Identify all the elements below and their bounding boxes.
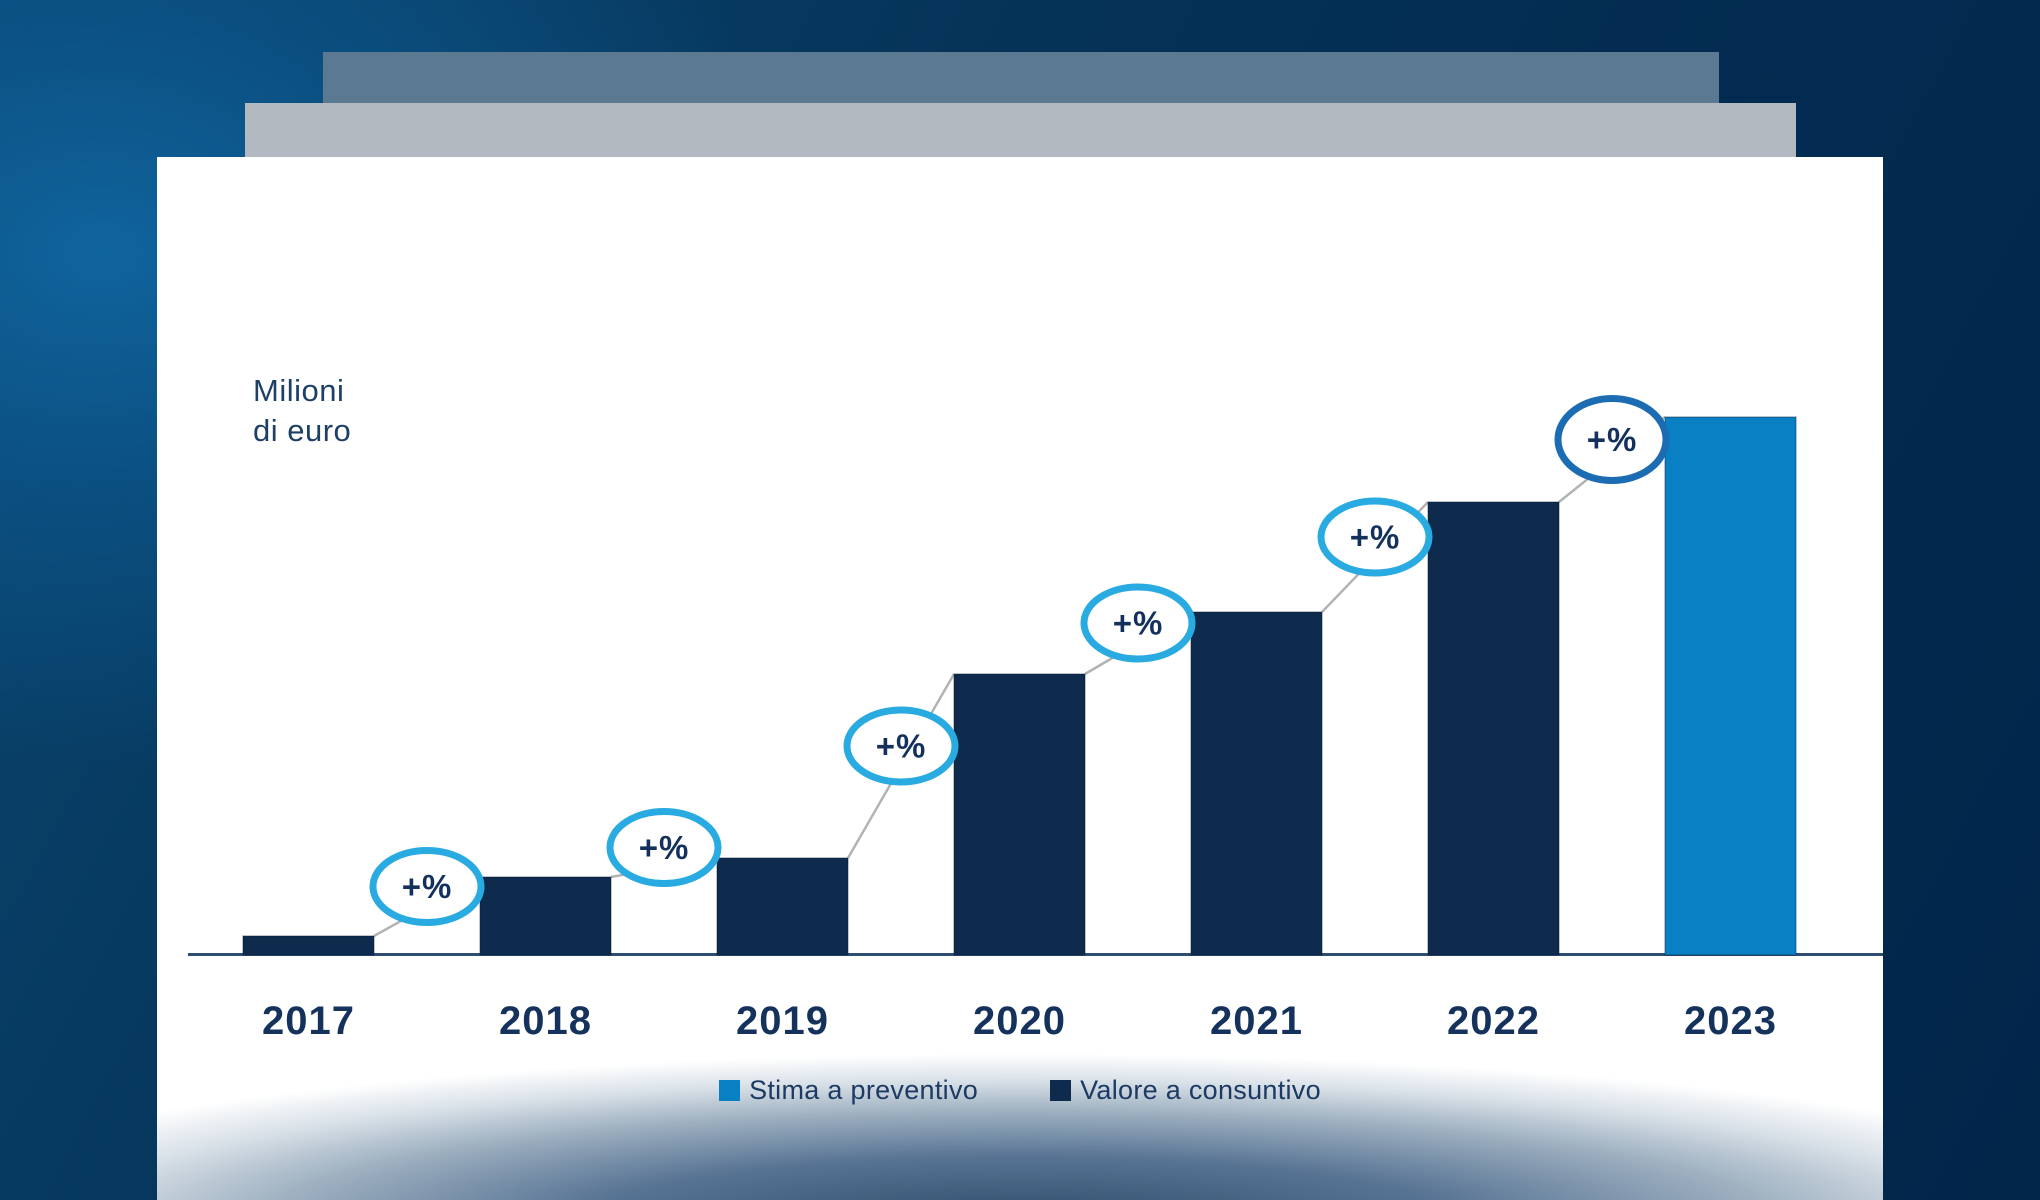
legend-label-actual: Valore a consuntivo bbox=[1080, 1075, 1321, 1105]
growth-badge-2019-2020: +% bbox=[843, 706, 959, 786]
growth-badge-label: +% bbox=[639, 829, 690, 866]
legend-swatch-actual bbox=[1050, 1080, 1072, 1101]
slide-card: Milioni di euro +% +% +% +% +% +% 2017 2018 201… bbox=[157, 157, 1883, 1200]
legend-item-actual: Valore a consuntivo bbox=[1050, 1075, 1321, 1106]
y-axis-unit-line-1: Milioni bbox=[253, 373, 345, 408]
y-axis-unit-line-2: di euro bbox=[253, 413, 352, 448]
bar-2018 bbox=[479, 876, 612, 956]
bar-2023 bbox=[1664, 416, 1797, 956]
growth-badge-label: +% bbox=[1113, 605, 1164, 642]
x-label-2022: 2022 bbox=[1447, 999, 1540, 1043]
growth-badge-2021-2022: +% bbox=[1317, 497, 1433, 577]
bar-2017 bbox=[242, 935, 375, 956]
bar-2020 bbox=[953, 673, 1086, 956]
x-label-2023: 2023 bbox=[1684, 999, 1777, 1043]
x-label-2020: 2020 bbox=[973, 999, 1066, 1043]
chart-legend: Stima a preventivo Valore a consuntivo bbox=[157, 1075, 1883, 1106]
x-label-2019: 2019 bbox=[736, 999, 829, 1043]
bar-2019 bbox=[716, 857, 849, 956]
legend-label-estimate: Stima a preventivo bbox=[749, 1075, 979, 1105]
growth-badge-label: +% bbox=[1350, 519, 1401, 556]
growth-badge-2022-2023: +% bbox=[1554, 395, 1670, 484]
growth-badge-ring bbox=[606, 808, 722, 887]
growth-badge-label: +% bbox=[876, 728, 927, 765]
growth-badge-2017-2018: +% bbox=[369, 847, 485, 926]
growth-badge-ring bbox=[843, 706, 959, 786]
legend-item-estimate: Stima a preventivo bbox=[719, 1075, 978, 1106]
x-label-2017: 2017 bbox=[262, 999, 355, 1043]
growth-badge-ring bbox=[1317, 497, 1433, 577]
growth-badge-ring bbox=[369, 847, 485, 926]
bar-2022 bbox=[1427, 501, 1560, 956]
bar-2021 bbox=[1190, 611, 1323, 956]
stacked-page-back bbox=[323, 52, 1719, 103]
growth-badge-label: +% bbox=[402, 868, 453, 905]
growth-badge-ring bbox=[1080, 583, 1196, 663]
growth-badge-label: +% bbox=[1587, 421, 1638, 458]
x-label-2018: 2018 bbox=[499, 999, 592, 1043]
stacked-page-middle bbox=[245, 103, 1796, 157]
y-axis-unit-label: Milioni di euro bbox=[253, 371, 351, 451]
growth-badge-2018-2019: +% bbox=[606, 808, 722, 887]
x-label-2021: 2021 bbox=[1210, 999, 1303, 1043]
growth-badge-2020-2021: +% bbox=[1080, 583, 1196, 663]
growth-badge-ring bbox=[1554, 395, 1670, 484]
legend-swatch-estimate bbox=[719, 1080, 741, 1101]
